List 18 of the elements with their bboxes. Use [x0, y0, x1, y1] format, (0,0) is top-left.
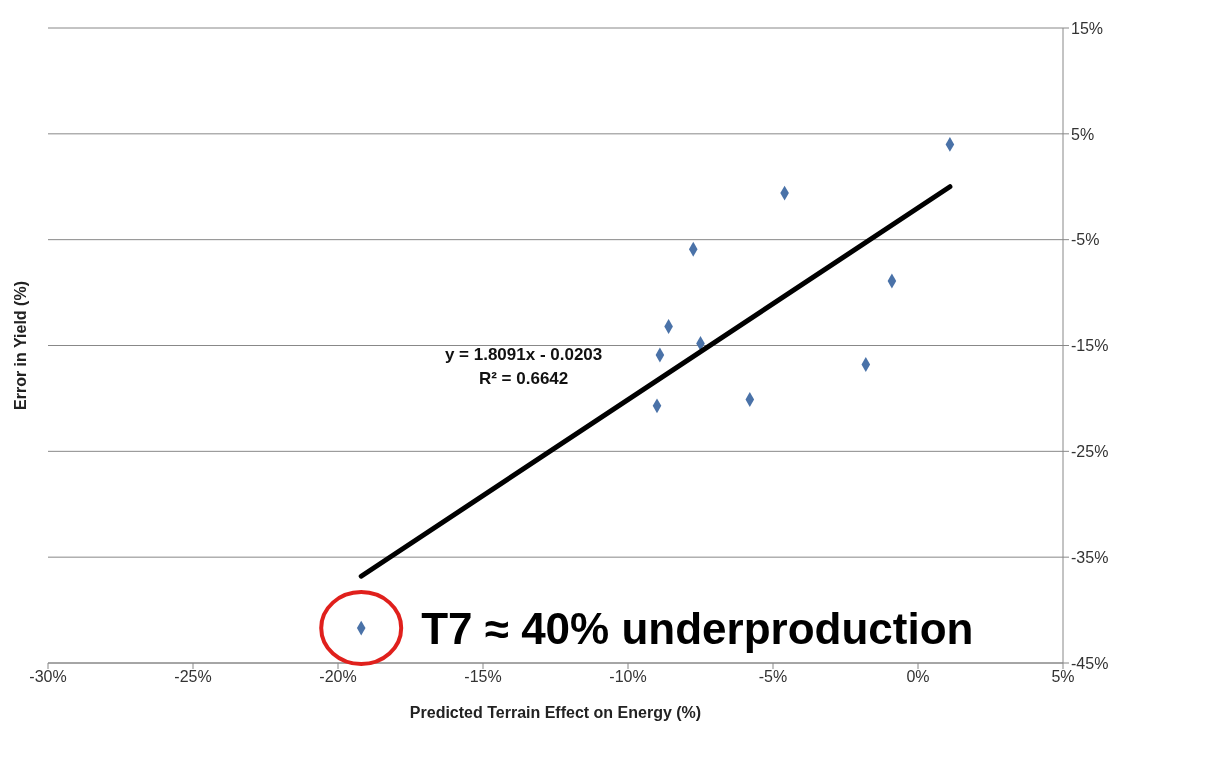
- x-tick-label: -20%: [319, 668, 357, 686]
- y-tick-label: -35%: [1071, 548, 1109, 566]
- annotation: y = 1.8091x - 0.0203: [444, 345, 603, 365]
- annotation: T7 ≈ 40% underproduction: [421, 603, 974, 653]
- x-tick-label: -5%: [758, 668, 788, 686]
- y-axis-title: Error in Yield (%): [12, 281, 29, 410]
- x-tick-label: -10%: [609, 668, 647, 686]
- y-tick-label: -25%: [1071, 443, 1109, 461]
- y-tick-label: 15%: [1071, 19, 1104, 37]
- x-tick-label: -25%: [174, 668, 212, 686]
- x-tick-label: -30%: [29, 668, 67, 686]
- x-axis-title: Predicted Terrain Effect on Energy (%): [409, 704, 702, 721]
- y-tick-label: -5%: [1071, 231, 1100, 249]
- y-tick-label: -15%: [1071, 337, 1109, 355]
- x-tick-label: -15%: [464, 668, 502, 686]
- y-tick-label: 5%: [1071, 125, 1095, 143]
- annotation: R² = 0.6642: [478, 369, 569, 389]
- x-tick-label: 0%: [906, 668, 930, 686]
